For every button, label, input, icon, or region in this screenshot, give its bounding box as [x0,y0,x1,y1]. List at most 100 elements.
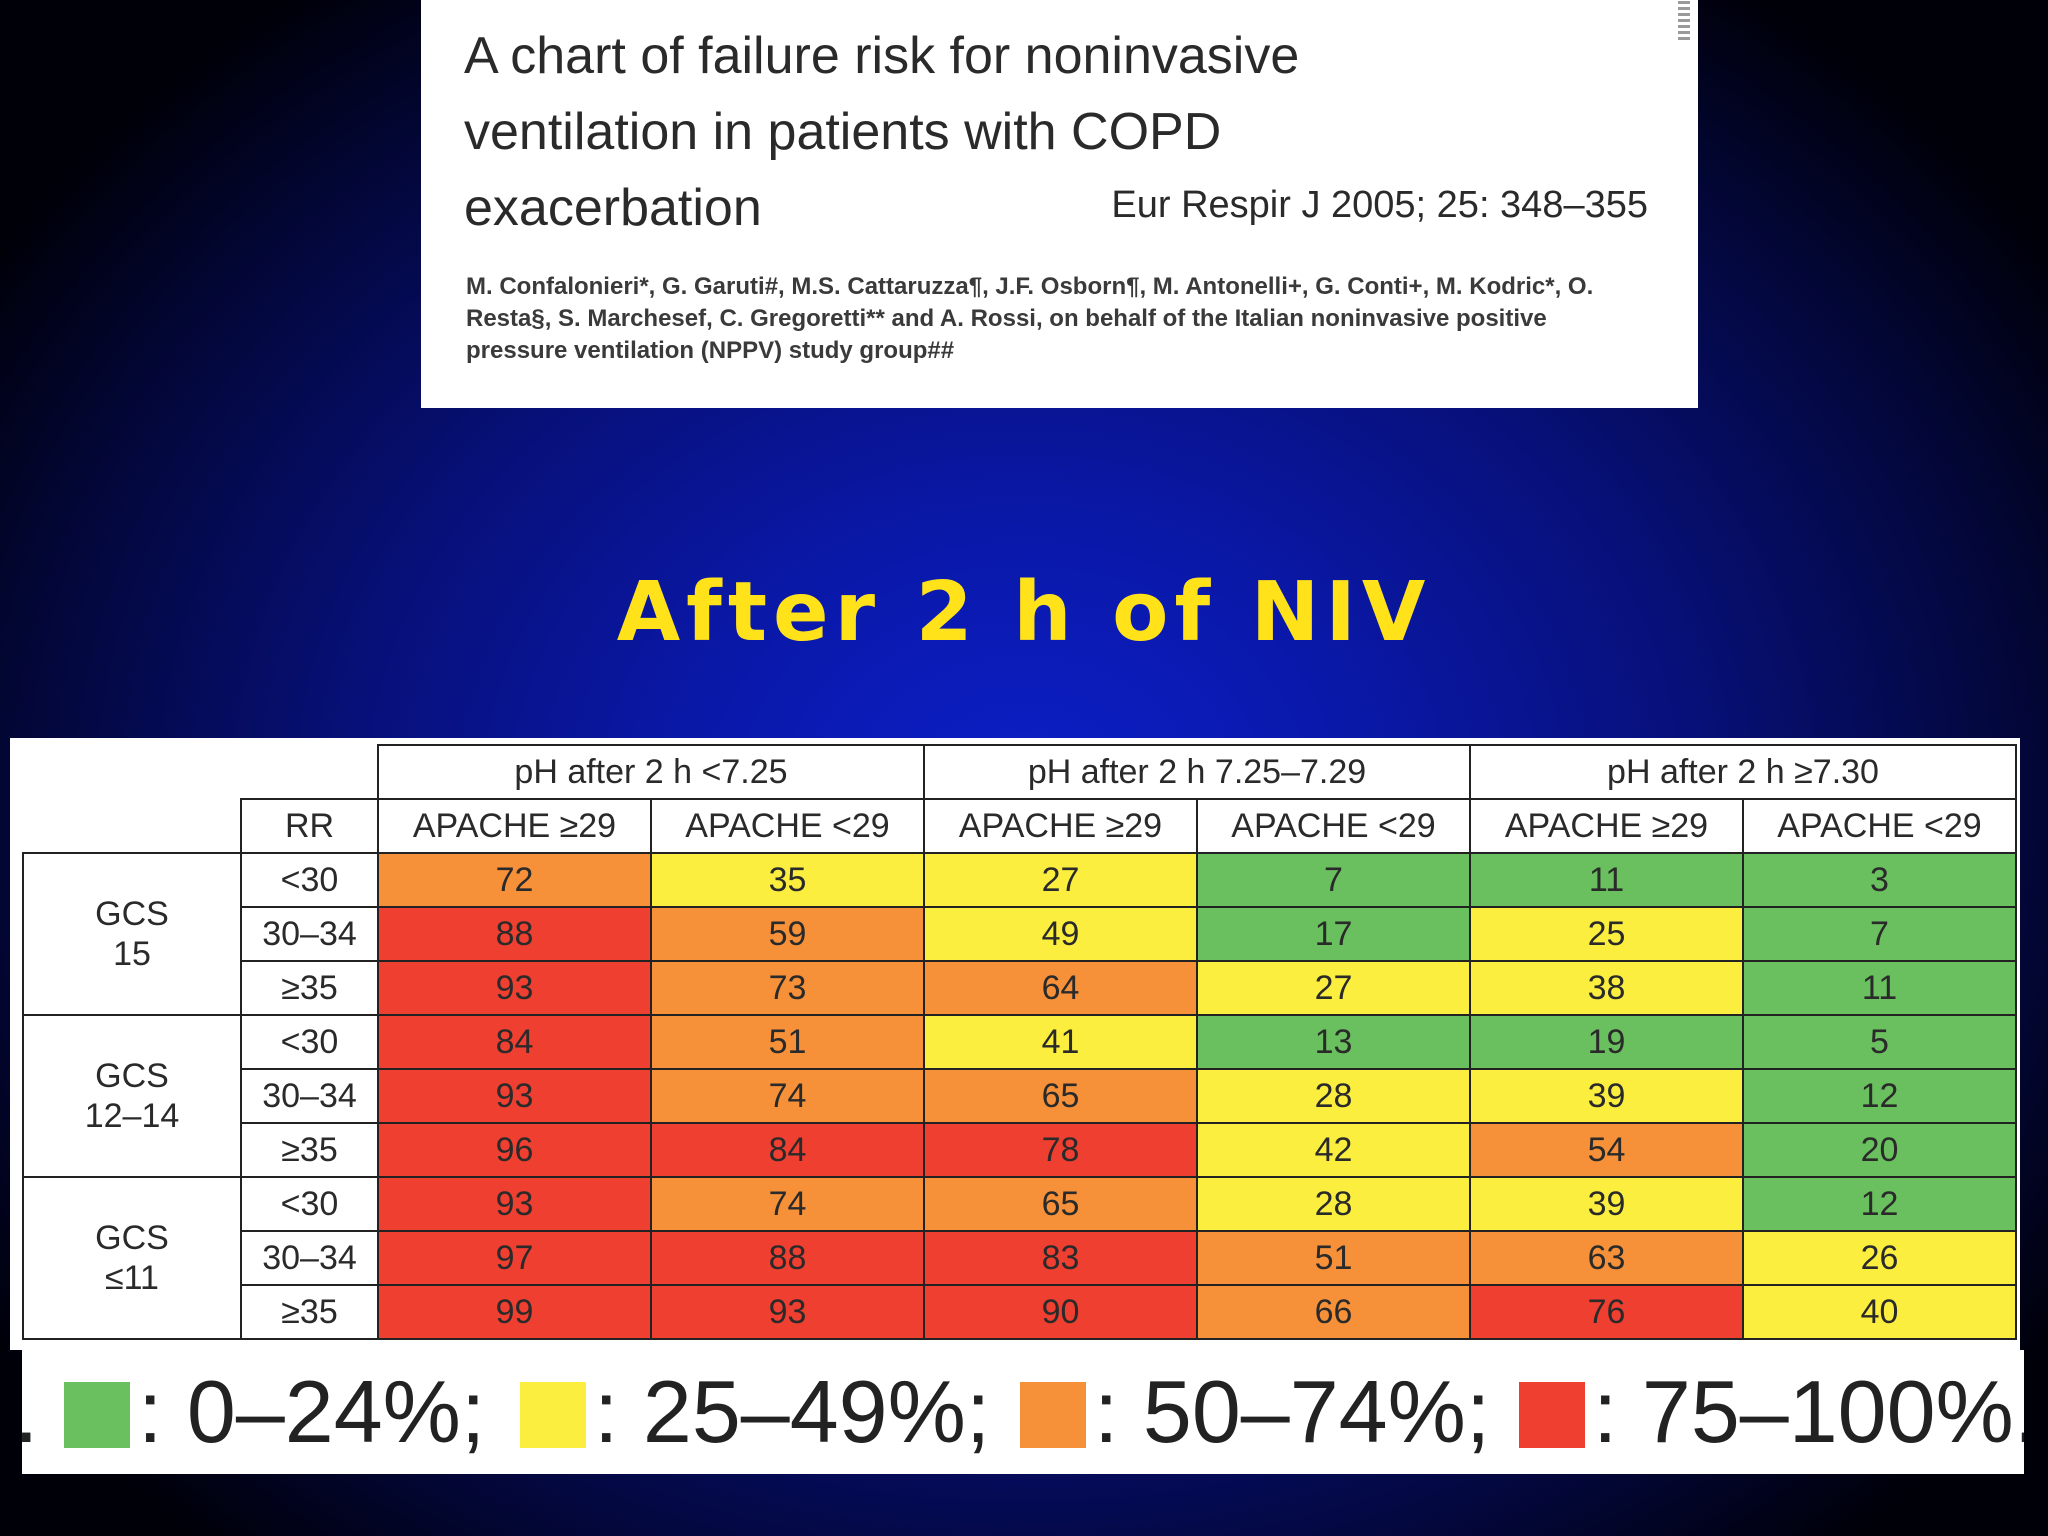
legend-item: : 75–100%. [1519,1350,2024,1474]
gcs-label-value: 12–14 [84,1097,180,1135]
apache-header: APACHE <29 [1196,798,1471,854]
table-row: GCS 12–14 <30 84 51 41 13 19 5 [22,1014,2017,1178]
apache-header: APACHE ≥29 [377,798,652,854]
legend-label: : 75–100%. [1593,1362,2024,1461]
table-row: GCS 15 <30 72 35 27 7 11 3 [22,852,2017,1016]
risk-value-cell: 93 [650,1284,925,1340]
table-row: ≥35 96 84 78 42 54 20 [23,1122,2017,1178]
legend-swatch-orange [1020,1381,1086,1448]
risk-value-cell: 28 [1196,1176,1471,1232]
risk-value-cell: 66 [1196,1284,1471,1340]
rr-label: <30 [240,1176,379,1232]
apache-header: APACHE ≥29 [1469,798,1744,854]
table-row: 30–34 88 59 49 17 25 7 [23,906,2017,962]
risk-value-cell: 20 [1742,1122,2017,1178]
risk-value-cell: 65 [923,1176,1198,1232]
risk-value-cell: 17 [1196,906,1471,962]
ph-group-header: pH after 2 h ≥7.30 [1469,744,2017,800]
table-row: ≥35 99 93 90 66 76 40 [23,1284,2017,1340]
risk-value-cell: 25 [1469,906,1744,962]
risk-value-cell: 35 [650,852,925,908]
risk-value-cell: 73 [650,960,925,1016]
risk-value-cell: 83 [923,1230,1198,1286]
risk-value-cell: 12 [1742,1068,2017,1124]
risk-value-cell: 99 [377,1284,652,1340]
gcs-group-label: GCS 12–14 [22,1014,242,1178]
gcs-label-line: GCS [95,895,169,933]
ph-group-header: pH after 2 h <7.25 [377,744,925,800]
risk-value-cell: 76 [1469,1284,1744,1340]
risk-value-cell: 7 [1742,906,2017,962]
risk-value-cell: 54 [1469,1122,1744,1178]
legend-label: : 25–49%; [594,1362,991,1461]
risk-value-cell: 51 [650,1014,925,1070]
risk-value-cell: 11 [1469,852,1744,908]
apache-header: APACHE ≥29 [923,798,1198,854]
risk-value-cell: 11 [1742,960,2017,1016]
rr-label: ≥35 [240,960,379,1016]
gcs-group-label: GCS 15 [22,852,242,1016]
legend-label: : 0–24%; [138,1362,486,1461]
corner-empty [241,745,378,799]
apache-header: APACHE <29 [650,798,925,854]
risk-value-cell: 93 [377,960,652,1016]
ph-header-row: pH after 2 h <7.25 pH after 2 h 7.25–7.2… [23,744,2017,800]
rr-label: 30–34 [240,1068,379,1124]
risk-value-cell: 74 [650,1176,925,1232]
risk-value-cell: 39 [1469,1176,1744,1232]
corner-empty [23,799,241,853]
risk-value-cell: 19 [1469,1014,1744,1070]
risk-value-cell: 88 [377,906,652,962]
color-legend: . : 0–24%; : 25–49%; : 50–74%; : 75–100%. [22,1350,2024,1474]
risk-table-body: GCS 15 <30 72 35 27 7 11 3 30–34 88 59 49 17 25 7 ≥35 93 7… [22,852,2017,1340]
risk-value-cell: 65 [923,1068,1198,1124]
risk-value-cell: 96 [377,1122,652,1178]
rr-label: ≥35 [240,1284,379,1340]
legend-swatch-red [1519,1381,1585,1448]
apache-header: APACHE <29 [1742,798,2017,854]
risk-value-cell: 28 [1196,1068,1471,1124]
legend-swatch-yellow [520,1381,586,1448]
legend-swatch-green [64,1381,130,1448]
gcs-label-line: GCS [95,1057,169,1095]
rr-header: RR [240,798,379,854]
rr-label: <30 [240,852,379,908]
paper-header: A chart of failure risk for noninvasive … [421,0,1698,408]
legend-leading-dot: . [22,1350,38,1474]
risk-value-cell: 13 [1196,1014,1471,1070]
corner-empty [23,745,241,799]
risk-value-cell: 78 [923,1122,1198,1178]
risk-value-cell: 27 [923,852,1198,908]
risk-value-cell: 49 [923,906,1198,962]
legend-label: : 50–74%; [1094,1362,1491,1461]
risk-value-cell: 7 [1196,852,1471,908]
risk-value-cell: 64 [923,960,1198,1016]
rr-label: <30 [240,1014,379,1070]
risk-value-cell: 72 [377,852,652,908]
legend-item: : 50–74%; [1020,1350,1490,1474]
risk-value-cell: 39 [1469,1068,1744,1124]
scan-marks [1678,0,1690,40]
paper-journal: Eur Respir J 2005; 25: 348–355 [1111,184,1648,226]
risk-value-cell: 88 [650,1230,925,1286]
table-row: GCS ≤11 <30 93 74 65 28 39 12 [22,1176,2017,1340]
gcs-label-line: GCS [95,1219,169,1257]
risk-table: pH after 2 h <7.25 pH after 2 h 7.25–7.2… [22,744,2017,1340]
gcs-label-value: ≤11 [105,1259,159,1297]
table-row: 30–34 97 88 83 51 63 26 [23,1230,2017,1286]
risk-value-cell: 93 [377,1068,652,1124]
risk-value-cell: 27 [1196,960,1471,1016]
table-row: 30–34 93 74 65 28 39 12 [23,1068,2017,1124]
rr-label: 30–34 [240,906,379,962]
risk-value-cell: 3 [1742,852,2017,908]
ph-group-header: pH after 2 h 7.25–7.29 [923,744,1471,800]
paper-title: A chart of failure risk for noninvasive … [464,27,1300,237]
risk-value-cell: 40 [1742,1284,2017,1340]
risk-value-cell: 26 [1742,1230,2017,1286]
gcs-group-label: GCS ≤11 [22,1176,242,1340]
legend-item: : 25–49%; [520,1350,990,1474]
risk-value-cell: 38 [1469,960,1744,1016]
risk-value-cell: 5 [1742,1014,2017,1070]
risk-value-cell: 90 [923,1284,1198,1340]
gcs-label-value: 15 [113,935,151,973]
